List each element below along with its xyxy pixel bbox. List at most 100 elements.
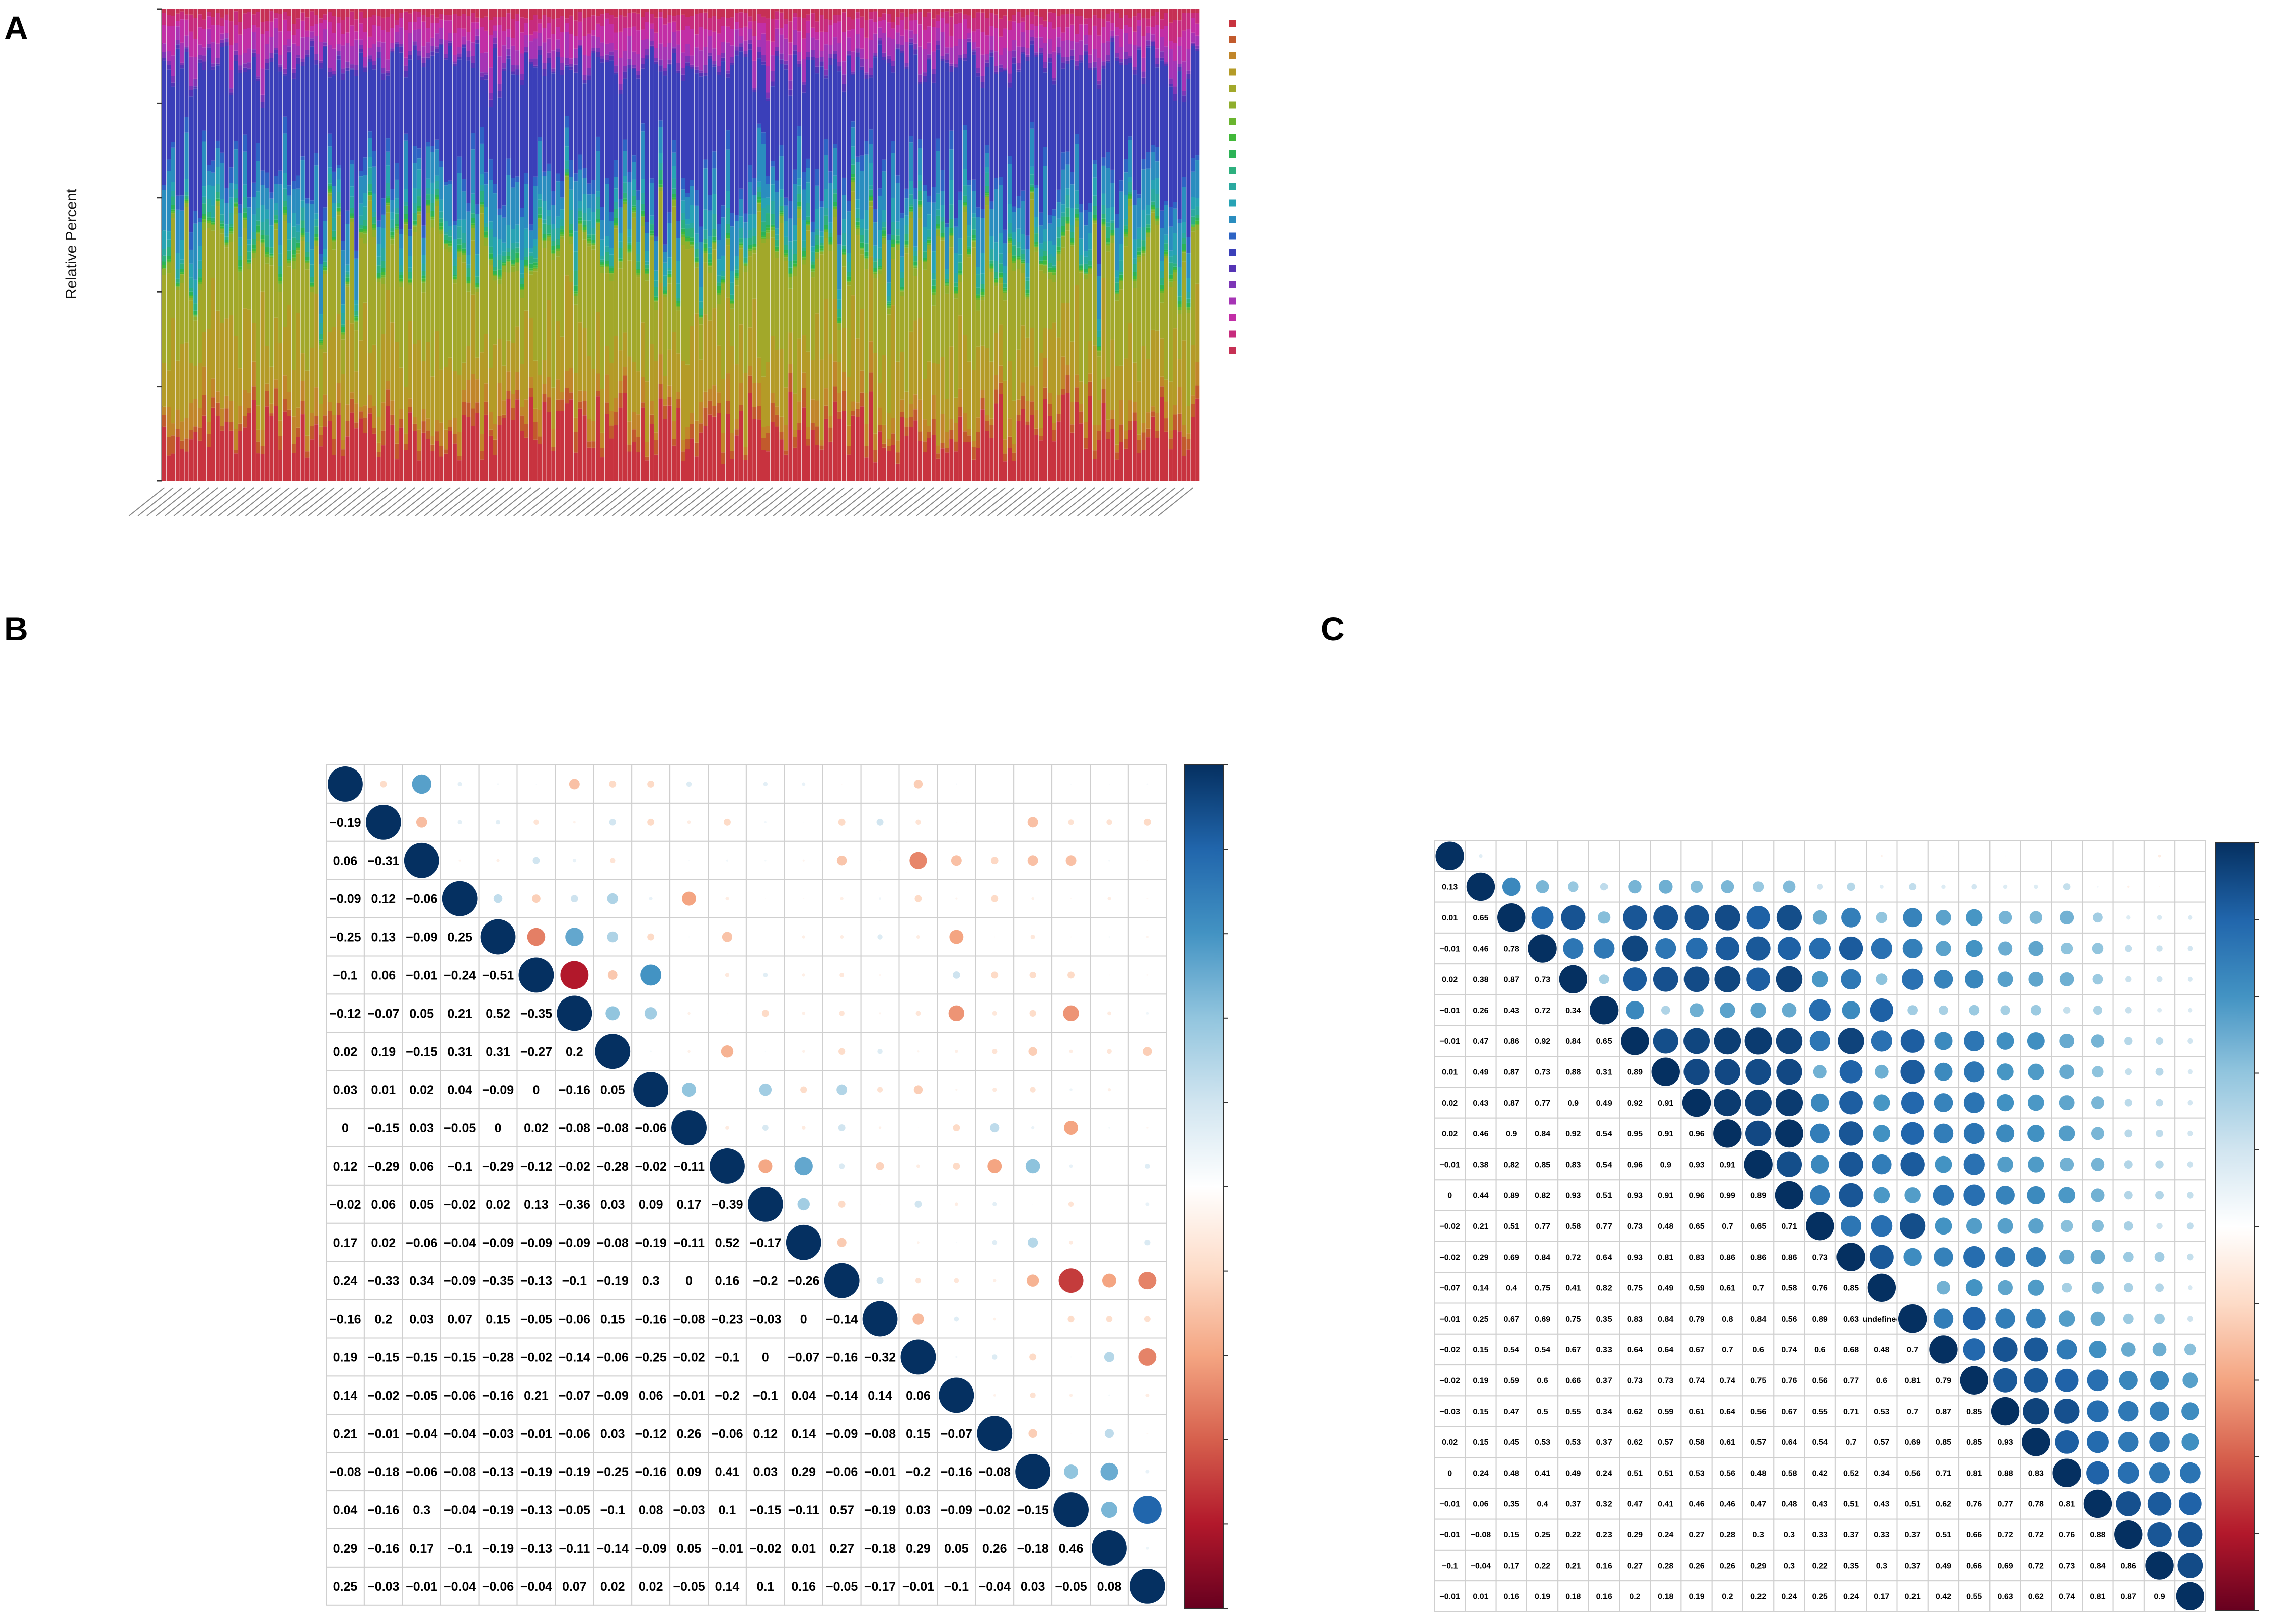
- panel-a-bar-segment: [189, 295, 193, 296]
- panel-a-bar-segment: [766, 213, 771, 225]
- panel-a-bar-segment: [761, 144, 766, 198]
- panel-a-bar-segment: [542, 76, 547, 172]
- panel-a-bar-segment: [654, 61, 658, 64]
- panel-a-bar-segment: [484, 237, 489, 238]
- panel-a-bar-segment: [828, 229, 833, 233]
- panel-a-bar-segment: [1021, 263, 1025, 273]
- panel-a-bar-segment: [878, 259, 882, 266]
- panel-a-bar-segment: [497, 239, 502, 255]
- panel-a-bar-segment: [663, 75, 667, 245]
- panel-a-bar-segment: [846, 281, 851, 282]
- panel-a-bar-segment: [632, 412, 636, 430]
- panel-a-bar-segment: [310, 31, 314, 39]
- panel-a-bar-segment: [618, 268, 623, 351]
- panel-a-bar-segment: [725, 245, 730, 298]
- panel-a-bar-segment: [815, 259, 819, 314]
- panel-a-bar-segment: [1123, 59, 1128, 65]
- panel-a-sample-bar: [949, 9, 954, 481]
- panel-a-bar-segment: [694, 66, 699, 70]
- panel-a-bar-segment: [645, 264, 650, 269]
- panel-a-bar-segment: [962, 205, 967, 207]
- panel-a-bar-segment: [712, 151, 717, 169]
- panel-a-bar-segment: [1137, 257, 1141, 262]
- panel-a-bar-segment: [578, 223, 582, 225]
- panel-a-bar-segment: [1151, 205, 1155, 208]
- panel-a-bar-segment: [1088, 68, 1092, 70]
- panel-a-bar-segment: [645, 12, 650, 22]
- panel-a-bar-segment: [220, 17, 224, 26]
- panel-a-bar-segment: [1052, 256, 1056, 266]
- panel-a-sample-bar: [793, 9, 797, 481]
- panel-a-bar-segment: [452, 63, 457, 67]
- panel-a-bar-segment: [511, 420, 515, 481]
- panel-a-bar-segment: [667, 65, 672, 213]
- panel-a-bar-segment: [452, 66, 457, 221]
- panel-a-bar-segment: [841, 391, 847, 411]
- panel-a-bar-segment: [891, 28, 895, 39]
- panel-a-bar-segment: [1012, 232, 1016, 239]
- panel-a-bar-segment: [247, 407, 252, 413]
- panel-a-bar-segment: [604, 402, 609, 414]
- panel-a-bar-segment: [274, 210, 278, 216]
- panel-a-bar-segment: [623, 71, 627, 79]
- panel-a-bar-segment: [421, 63, 426, 68]
- panel-a-bar-segment: [443, 20, 448, 41]
- panel-a-bar-segment: [466, 51, 471, 57]
- panel-a-bar-segment: [627, 68, 632, 172]
- panel-a-bar-segment: [390, 52, 395, 189]
- panel-a-bar-segment: [551, 451, 556, 481]
- panel-a-bar-segment: [573, 181, 578, 232]
- panel-a-bar-segment: [1141, 84, 1146, 159]
- panel-a-bar-segment: [596, 37, 600, 48]
- panel-a-bar-segment: [390, 239, 395, 245]
- panel-a-bar-segment: [524, 260, 529, 265]
- panel-a-bar-segment: [480, 213, 484, 353]
- panel-a-bar-segment: [359, 39, 363, 45]
- panel-a-sample-bar: [699, 9, 703, 481]
- panel-a-bar-segment: [363, 18, 368, 32]
- panel-a-bar-segment: [430, 227, 435, 377]
- panel-a-bar-segment: [359, 238, 363, 341]
- panel-a-bar-segment: [198, 269, 202, 278]
- panel-a-bar-segment: [587, 220, 591, 235]
- panel-a-bar-segment: [224, 203, 229, 225]
- panel-a-bar-segment: [654, 9, 658, 18]
- panel-a-bar-segment: [851, 180, 855, 182]
- panel-a-bar-segment: [1047, 254, 1052, 263]
- panel-a-bar-segment: [672, 16, 676, 22]
- panel-a-bar-segment: [256, 9, 260, 12]
- panel-a-bar-segment: [1052, 84, 1056, 210]
- panel-a-bar-segment: [1083, 18, 1088, 25]
- panel-a-bar-segment: [305, 457, 310, 481]
- panel-a-bar-segment: [1039, 263, 1043, 264]
- panel-a-bar-segment: [985, 35, 989, 54]
- panel-a-bar-segment: [1070, 238, 1075, 242]
- panel-a-bar-segment: [788, 364, 793, 373]
- panel-a-bar-segment: [837, 9, 842, 15]
- panel-a-bar-segment: [837, 66, 842, 72]
- panel-a-bar-segment: [354, 310, 359, 316]
- panel-a-bar-segment: [1021, 409, 1025, 481]
- panel-a-bar-segment: [815, 209, 819, 229]
- panel-a-bar-segment: [667, 270, 672, 274]
- panel-a-bar-segment: [381, 402, 386, 431]
- panel-a-bar-segment: [367, 353, 372, 395]
- panel-a-bar-segment: [918, 218, 923, 318]
- panel-a-bar-segment: [363, 302, 368, 406]
- panel-a-bar-segment: [815, 400, 819, 427]
- panel-a-bar-segment: [658, 12, 663, 18]
- panel-a-bar-segment: [793, 29, 797, 45]
- panel-a-bar-segment: [694, 73, 699, 190]
- panel-a-bar-segment: [256, 161, 260, 192]
- panel-a-bar-segment: [676, 221, 681, 238]
- panel-a-bar-segment: [591, 228, 596, 235]
- panel-a-bar-segment: [238, 246, 243, 256]
- panel-a-bar-segment: [564, 58, 569, 65]
- panel-a-bar-segment: [824, 229, 828, 230]
- panel-a-bar-segment: [940, 191, 945, 205]
- panel-a-bar-segment: [989, 209, 994, 236]
- panel-a-bar-segment: [989, 13, 994, 26]
- panel-a-bar-segment: [452, 221, 457, 225]
- panel-a-bar-segment: [945, 452, 949, 481]
- panel-a-bar-segment: [1119, 272, 1124, 275]
